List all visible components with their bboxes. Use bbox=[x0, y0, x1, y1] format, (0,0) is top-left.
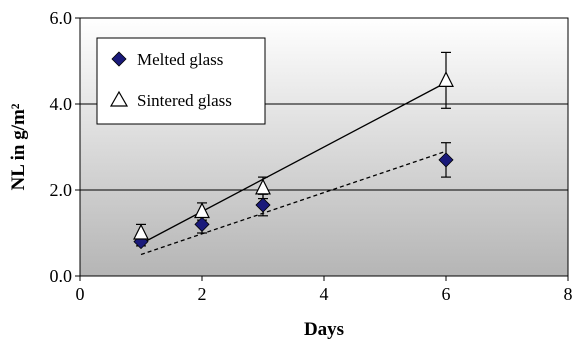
y-tick-label: 4.0 bbox=[50, 94, 73, 114]
legend-label-melted: Melted glass bbox=[137, 50, 223, 69]
y-tick-label: 2.0 bbox=[50, 180, 73, 200]
legend-label-sintered: Sintered glass bbox=[137, 91, 232, 110]
legend: Melted glass Sintered glass bbox=[97, 38, 265, 124]
x-tick-label: 4 bbox=[320, 284, 329, 304]
x-tick-label: 6 bbox=[442, 284, 451, 304]
x-axis-title: Days bbox=[304, 319, 344, 340]
y-tick-label: 6.0 bbox=[50, 8, 73, 28]
y-tick-label: 0.0 bbox=[50, 266, 73, 286]
x-tick-label: 0 bbox=[76, 284, 85, 304]
x-tick-label: 2 bbox=[198, 284, 207, 304]
y-axis-title: NL in g/m² bbox=[8, 103, 29, 190]
x-tick-label: 8 bbox=[564, 284, 572, 304]
